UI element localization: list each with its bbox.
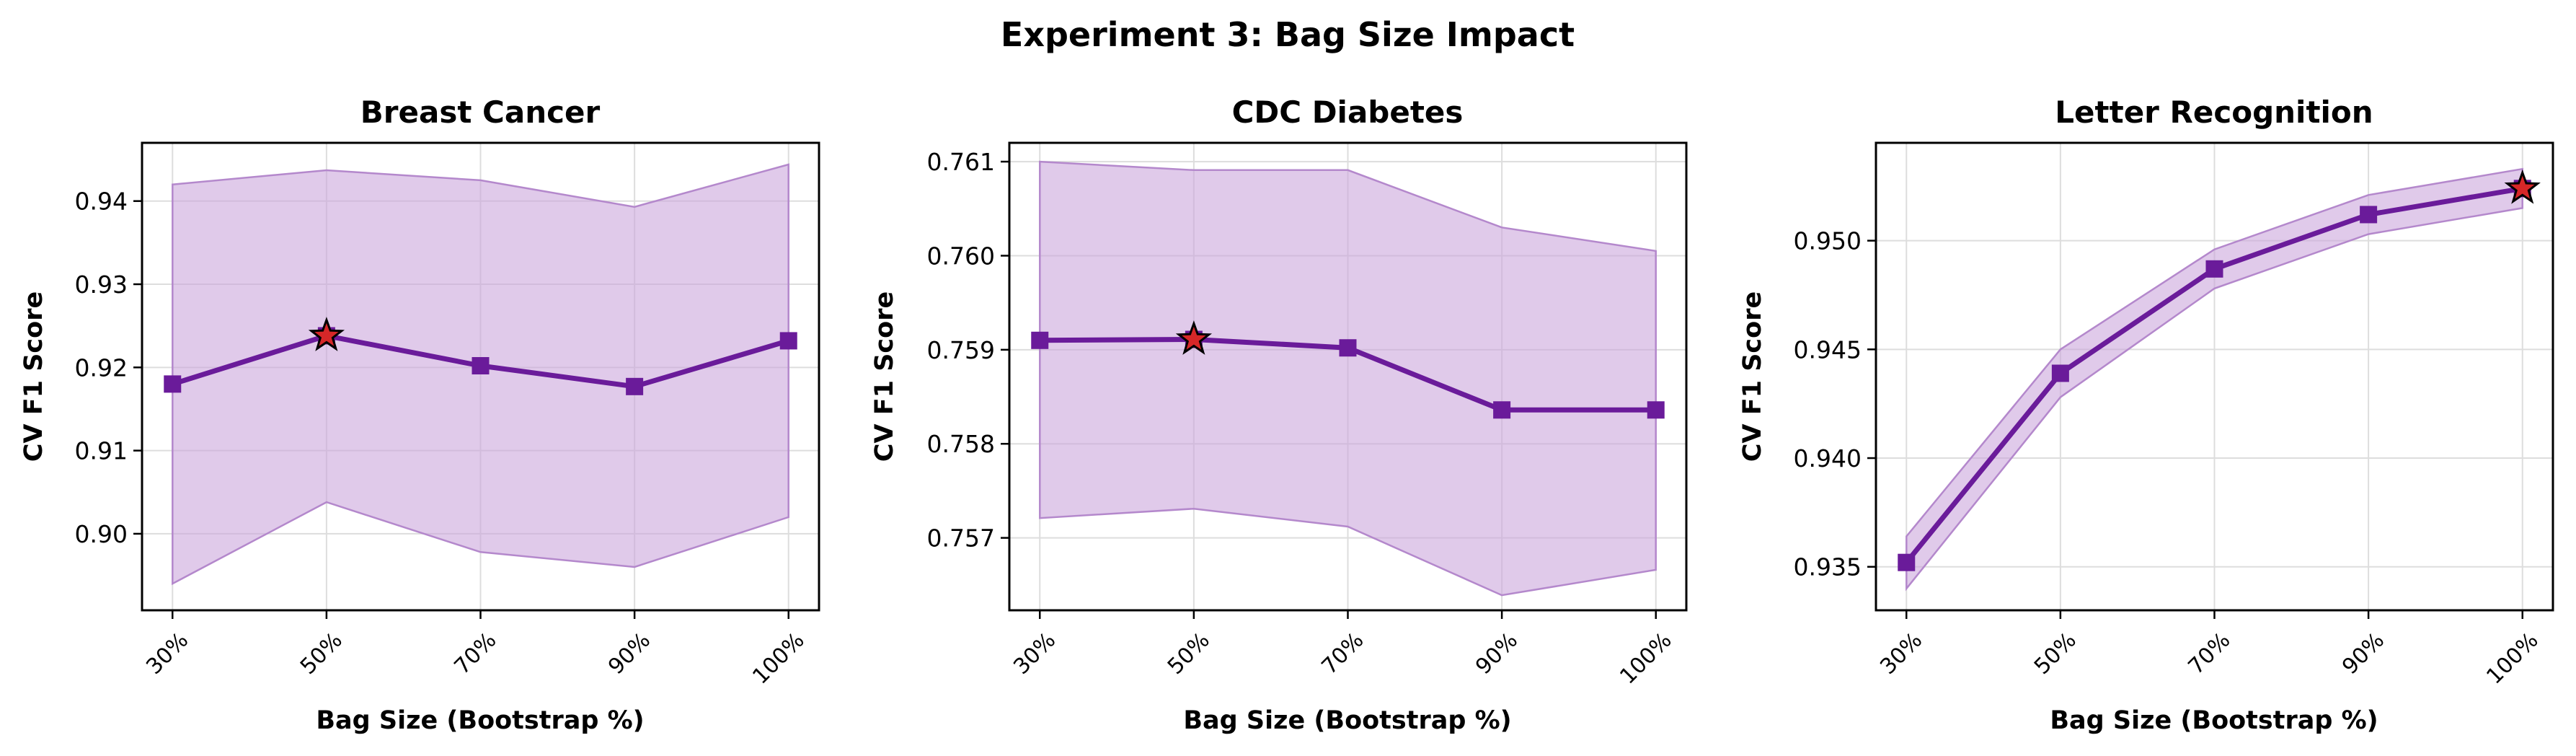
figure-title: Experiment 3: Bag Size Impact xyxy=(1001,15,1575,54)
data-point xyxy=(1647,401,1665,419)
y-tick-label: 0.940 xyxy=(1794,444,1862,472)
x-tick-label: 90% xyxy=(603,628,655,680)
data-point xyxy=(472,357,490,375)
subplot-1: Breast Cancer Bag Size (Bootstrap %) CV … xyxy=(19,94,820,735)
subplot-2: CDC Diabetes Bag Size (Bootstrap %) CV F… xyxy=(870,94,1688,735)
best-star-marker xyxy=(2504,169,2541,204)
y-tick-label: 0.761 xyxy=(927,148,995,176)
y-tick-label: 0.91 xyxy=(75,437,128,465)
x-tick-label: 90% xyxy=(2337,628,2389,680)
data-point xyxy=(2051,364,2069,382)
y-axis-label: CV F1 Score xyxy=(870,291,899,462)
data-point xyxy=(1339,339,1357,357)
x-tick-label: 70% xyxy=(450,628,502,680)
x-tick-label: 30% xyxy=(1009,628,1061,680)
y-tick-label: 0.94 xyxy=(75,188,128,216)
y-tick-label: 0.93 xyxy=(75,271,128,299)
data-point xyxy=(1493,401,1511,419)
x-tick-label: 90% xyxy=(1471,628,1523,680)
best-star-marker xyxy=(1175,320,1213,355)
x-tick-label: 50% xyxy=(1163,628,1215,680)
x-tick-label: 50% xyxy=(2030,628,2081,680)
y-tick-label: 0.950 xyxy=(1794,227,1862,255)
y-tick-label: 0.757 xyxy=(927,524,995,553)
x-axis-label: Bag Size (Bootstrap %) xyxy=(316,706,644,735)
y-tick-label: 0.759 xyxy=(927,336,995,364)
data-point xyxy=(2360,206,2378,224)
confidence-band xyxy=(1039,160,1657,597)
data-point xyxy=(1031,331,1049,349)
x-tick-label: 100% xyxy=(748,628,809,689)
subplot-title: CDC Diabetes xyxy=(1232,94,1464,130)
x-tick-label: 50% xyxy=(296,628,348,680)
data-point xyxy=(2205,260,2223,278)
data-point xyxy=(779,332,797,350)
best-star-marker xyxy=(308,317,345,351)
y-tick-label: 0.758 xyxy=(927,430,995,458)
subplot-title: Breast Cancer xyxy=(360,94,601,130)
x-axis-label: Bag Size (Bootstrap %) xyxy=(2050,706,2378,735)
y-tick-label: 0.760 xyxy=(927,242,995,270)
y-tick-label: 0.90 xyxy=(75,520,128,548)
confidence-band xyxy=(1906,167,2523,592)
x-tick-label: 30% xyxy=(1875,628,1927,680)
data-point xyxy=(164,375,182,393)
y-axis-label: CV F1 Score xyxy=(1738,291,1767,462)
data-point xyxy=(626,377,644,395)
x-axis-label: Bag Size (Bootstrap %) xyxy=(1183,706,1511,735)
x-tick-label: 70% xyxy=(1317,628,1369,680)
y-tick-label: 0.935 xyxy=(1794,553,1862,581)
y-axis-label: CV F1 Score xyxy=(19,291,48,462)
x-tick-label: 100% xyxy=(1615,628,1676,689)
subplot-title: Letter Recognition xyxy=(2055,94,2373,130)
subplot-3: Letter Recognition Bag Size (Bootstrap %… xyxy=(1738,94,2554,735)
y-tick-label: 0.945 xyxy=(1794,335,1862,364)
x-tick-label: 30% xyxy=(141,628,193,680)
x-tick-label: 70% xyxy=(2184,628,2236,680)
y-tick-label: 0.92 xyxy=(75,353,128,382)
x-tick-label: 100% xyxy=(2482,628,2543,689)
data-point xyxy=(1898,553,1916,571)
